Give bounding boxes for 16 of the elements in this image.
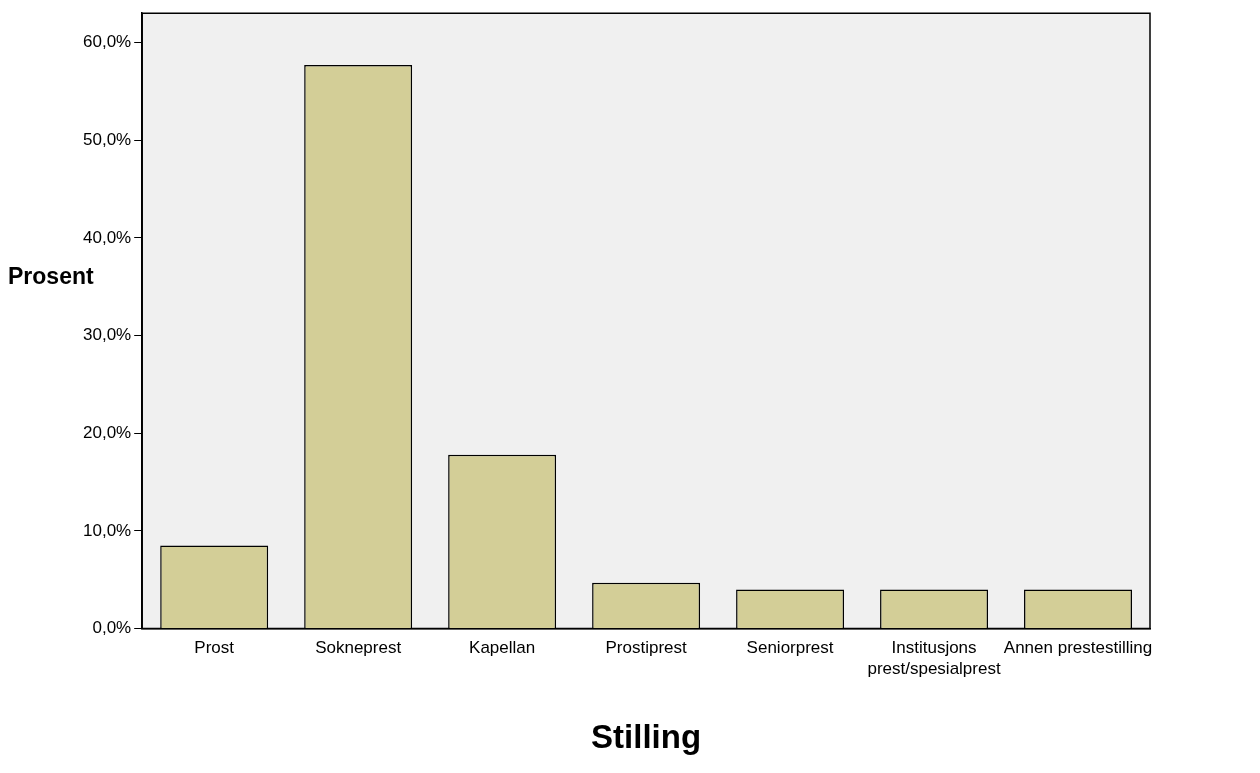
x-tick-label: Annen prestestilling — [1003, 638, 1153, 658]
y-tick-label: 20,0% — [83, 422, 132, 442]
y-tick-label: 0,0% — [92, 618, 132, 638]
y-tick-label: 30,0% — [83, 325, 132, 345]
x-tick-label: Sokneprest — [315, 638, 402, 658]
y-tick-label: 10,0% — [83, 520, 132, 540]
x-tick-label: Prost — [194, 638, 235, 658]
x-axis-title: Stilling — [591, 718, 702, 756]
y-tick-label: 60,0% — [83, 32, 132, 52]
x-tick-label: Kapellan — [469, 638, 536, 658]
y-axis-title: Prosent — [8, 263, 94, 290]
y-tick-label: 50,0% — [83, 129, 132, 149]
x-tick-label: Prostiprest — [605, 638, 687, 658]
y-tick-label: 40,0% — [83, 227, 132, 247]
x-tick-label: Institusjons prest/spesialprest — [867, 638, 1001, 678]
x-tick-label: Seniorprest — [746, 638, 834, 658]
